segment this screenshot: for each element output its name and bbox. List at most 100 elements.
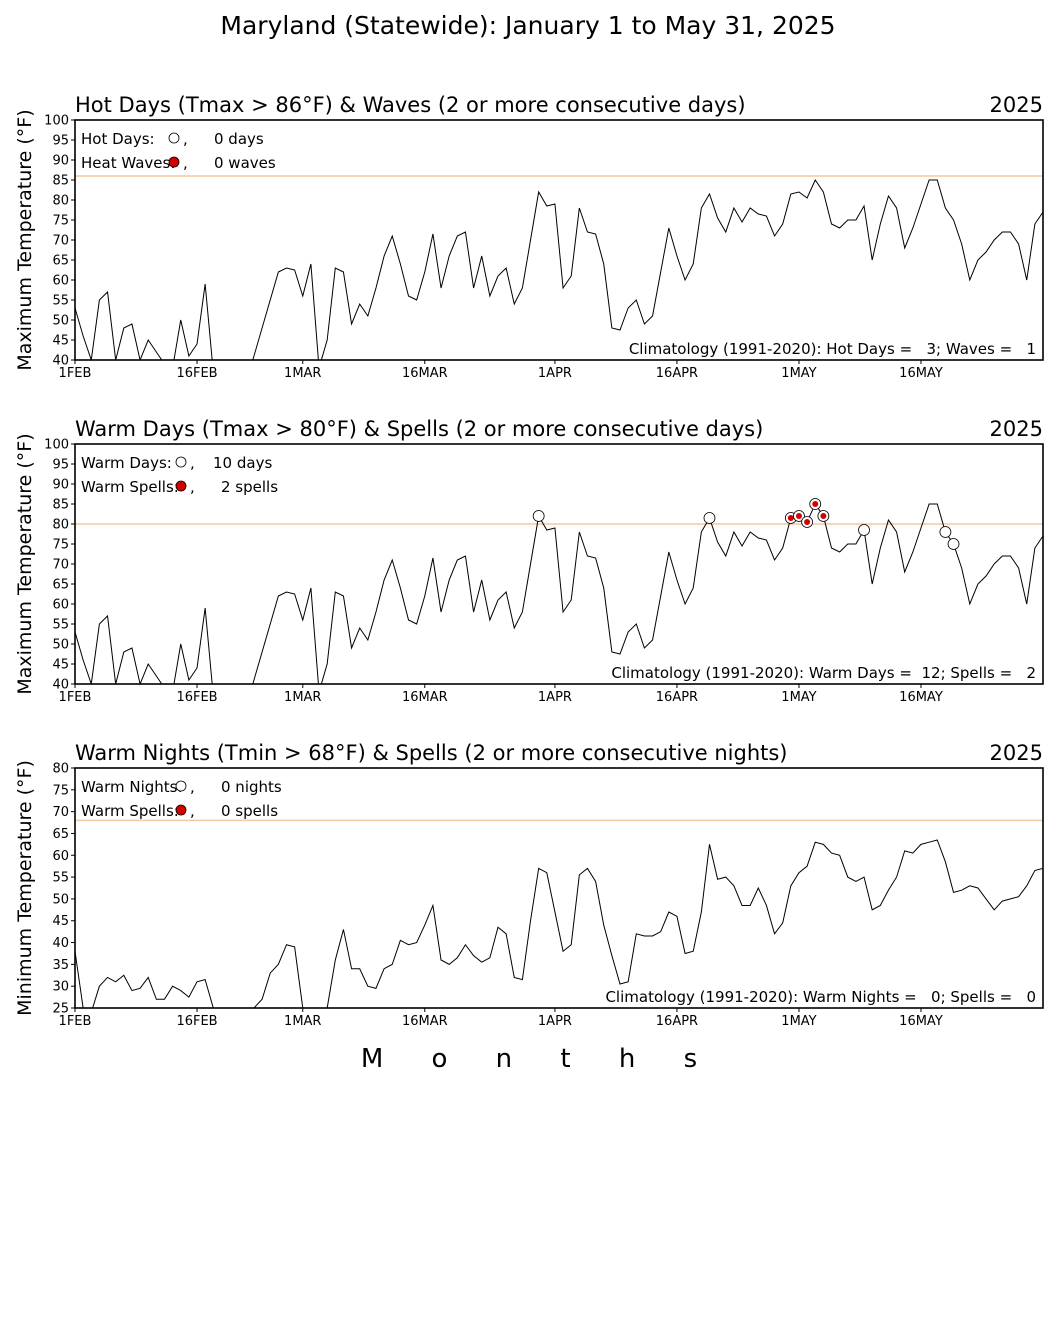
filled-circle-icon <box>175 480 187 492</box>
x-tick-label: 1FEB <box>59 366 92 381</box>
spell-marker <box>820 513 827 519</box>
x-tick-label: 1MAR <box>284 366 321 381</box>
svg-text:,: , <box>183 130 188 148</box>
event-marker <box>858 524 870 536</box>
x-tick-label: 1FEB <box>59 1014 92 1029</box>
y-tick-label: 60 <box>52 849 69 864</box>
hot-days-plot: 40 45 50 55 60 65 70 75 80 85 90 95 100 1FEB 16FEB 1MAR… <box>44 114 1044 381</box>
y-tick-label: 80 <box>52 762 69 777</box>
x-tick-label: 1FEB <box>59 690 92 705</box>
x-tick-label: 16FEB <box>176 366 217 381</box>
svg-text:,: , <box>183 154 188 172</box>
x-tick-label: 16APR <box>656 1014 698 1029</box>
y-tick-label: 85 <box>52 174 69 189</box>
y-tick-label: 90 <box>52 154 69 169</box>
spell-marker <box>812 501 819 507</box>
warm-nights-title: Warm Nights (Tmin > 68°F) & Spells (2 or… <box>75 741 788 765</box>
legend-label: Warm Spells: <box>81 802 179 820</box>
tmax-series-line <box>75 502 1043 684</box>
x-tick-label: 16MAR <box>402 366 448 381</box>
y-tick-label: 60 <box>52 598 69 613</box>
x-tick-label: 1MAY <box>781 690 816 705</box>
y-tick-label: 45 <box>52 334 69 349</box>
plot-frame <box>74 767 1044 1009</box>
y-tick-label: 80 <box>52 194 69 209</box>
y-tick-label: 40 <box>52 678 69 693</box>
spell-marker <box>787 515 794 521</box>
svg-text:,: , <box>190 454 195 472</box>
warm-nights-year: 2025 <box>990 741 1043 765</box>
y-tick-label: 90 <box>52 478 69 493</box>
y-tick-label: 40 <box>52 936 69 951</box>
y-tick-label: 50 <box>52 892 69 907</box>
x-tick-label: 16MAY <box>899 1014 943 1029</box>
warm-days-plot: 40 45 50 55 60 65 70 75 80 85 90 95 100 1FEB 16FEB 1MAR… <box>44 438 1044 705</box>
y-tick-label: 35 <box>52 958 69 973</box>
filled-circle-icon <box>175 804 187 816</box>
hot-days-year: 2025 <box>990 93 1043 117</box>
y-tick-label: 40 <box>52 354 69 369</box>
y-tick-label: 60 <box>52 274 69 289</box>
page-title: Maryland (Statewide): January 1 to May 3… <box>220 11 835 40</box>
x-tick-label: 1MAR <box>284 1014 321 1029</box>
y-tick-label: 50 <box>52 314 69 329</box>
legend-label: Hot Days: <box>81 130 155 148</box>
legend-value: 0 days <box>214 130 264 148</box>
warm-days-climatology: Climatology (1991-2020): Warm Days = 12;… <box>611 664 1036 682</box>
legend-label: Warm Days: <box>81 454 172 472</box>
warm-days-legend-1: Warm Days: , 10 days <box>81 454 272 472</box>
y-tick-label: 95 <box>52 134 69 149</box>
open-circle-icon <box>175 456 187 468</box>
y-tick-label: 75 <box>52 783 69 798</box>
x-tick-label: 1MAY <box>781 366 816 381</box>
hot-days-ylabel: Maximum Temperature (°F) <box>14 109 36 370</box>
spell-marker <box>795 513 802 519</box>
event-marker <box>703 512 716 524</box>
x-tick-label: 16MAR <box>402 1014 448 1029</box>
y-tick-label: 70 <box>52 805 69 820</box>
hot-days-title: Hot Days (Tmax > 86°F) & Waves (2 or mor… <box>75 93 746 117</box>
y-tick-label: 95 <box>52 458 69 473</box>
y-tick-label: 100 <box>44 114 69 129</box>
y-tick-label: 70 <box>52 234 69 249</box>
hot-days-climatology: Climatology (1991-2020): Hot Days = 3; W… <box>629 340 1036 358</box>
y-tick-label: 100 <box>44 438 69 453</box>
y-tick-label: 75 <box>52 214 69 229</box>
open-circle-icon <box>168 132 180 144</box>
y-tick-label: 70 <box>52 558 69 573</box>
x-tick-label: 16MAR <box>402 690 448 705</box>
event-marker <box>947 538 960 550</box>
y-tick-label: 80 <box>52 518 69 533</box>
svg-text:,: , <box>190 478 195 496</box>
y-tick-label: 25 <box>52 1002 69 1017</box>
warm-nights-panel: Warm Nights (Tmin > 68°F) & Spells (2 or… <box>14 741 1043 1016</box>
x-tick-label: 1APR <box>538 690 572 705</box>
hot-days-panel: Hot Days (Tmax > 86°F) & Waves (2 or mor… <box>14 93 1043 371</box>
filled-circle-icon <box>168 156 180 168</box>
hot-days-legend-1: Hot Days: , 0 days <box>81 130 264 148</box>
open-circle-icon <box>175 780 187 792</box>
warm-nights-climatology: Climatology (1991-2020): Warm Nights = 0… <box>605 988 1036 1006</box>
legend-value: 0 waves <box>214 154 276 172</box>
y-tick-label: 65 <box>52 578 69 593</box>
y-tick-label: 75 <box>52 538 69 553</box>
warm-nights-legend-2: Warm Spells: , 0 spells <box>81 802 278 820</box>
tmin-series-line <box>75 839 1043 1008</box>
hot-days-legend-2: Heat Waves: , 0 waves <box>81 154 276 172</box>
legend-value: 2 spells <box>221 478 278 496</box>
warm-days-year: 2025 <box>990 417 1043 441</box>
legend-label: Warm Nights: <box>81 778 183 796</box>
warm-days-legend-2: Warm Spells: , 2 spells <box>81 478 278 496</box>
legend-value: 10 days <box>213 454 272 472</box>
x-tick-label: 1MAR <box>284 690 321 705</box>
spell-marker <box>804 519 811 525</box>
warm-nights-legend-1: Warm Nights: , 0 nights <box>81 778 282 796</box>
svg-text:,: , <box>190 802 195 820</box>
y-tick-label: 55 <box>52 871 69 886</box>
legend-value: 0 nights <box>221 778 282 796</box>
y-tick-label: 45 <box>52 658 69 673</box>
y-tick-label: 45 <box>52 914 69 929</box>
legend-value: 0 spells <box>221 802 278 820</box>
x-tick-label: 16FEB <box>176 1014 217 1029</box>
